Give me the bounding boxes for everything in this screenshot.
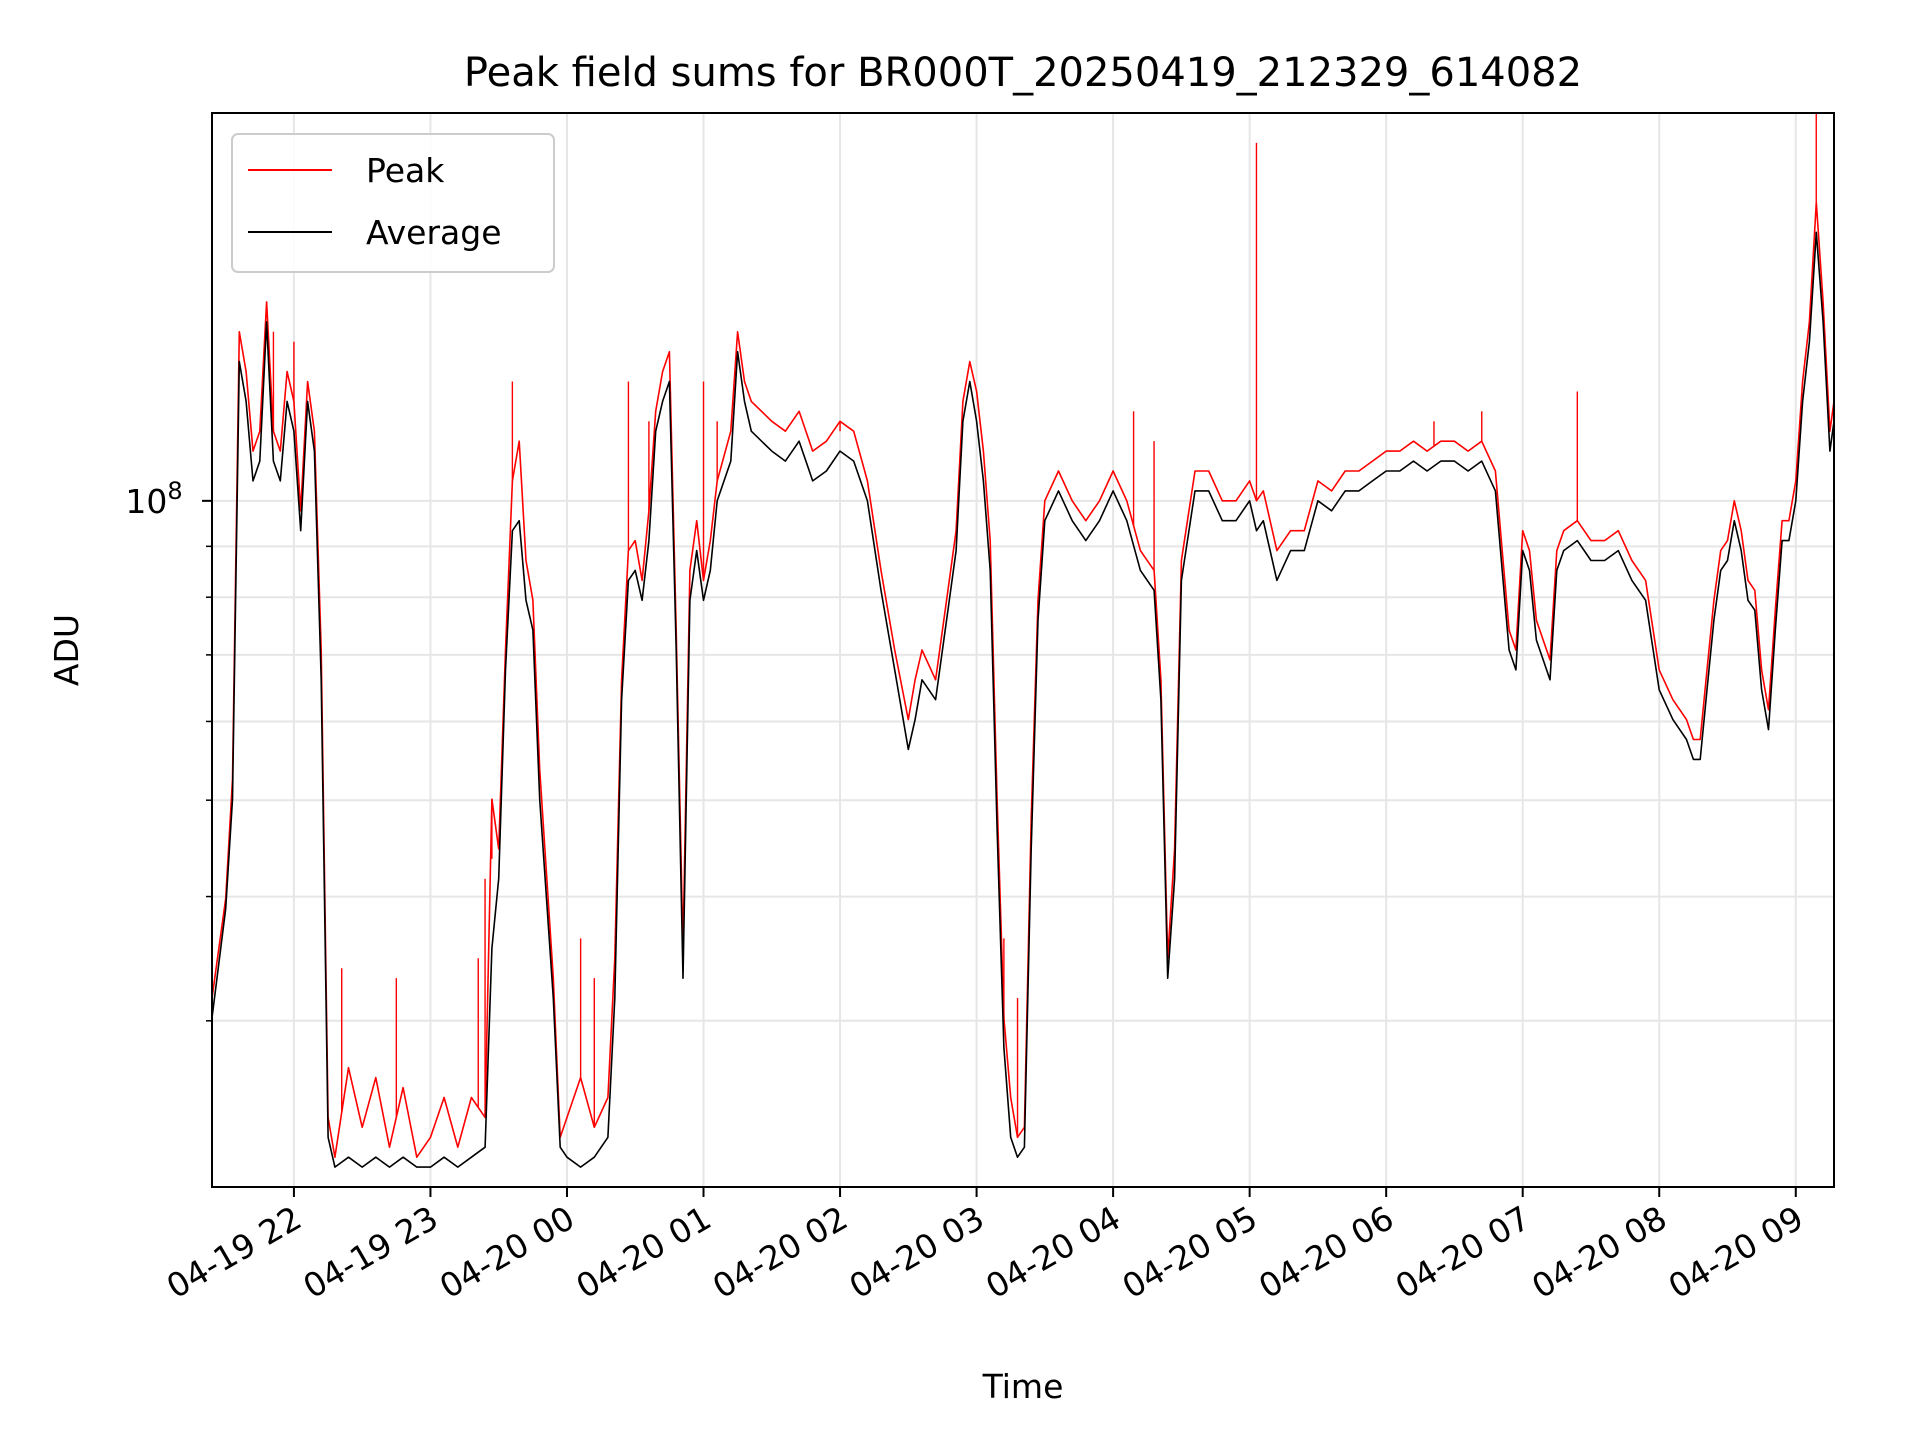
- y-axis-label: ADU: [47, 614, 86, 686]
- series-line-average: [211, 231, 1835, 1168]
- series-lines: [211, 113, 1835, 1168]
- chart-title: Peak field sums for BR000T_20250419_2123…: [464, 50, 1582, 96]
- legend-peak-label: Peak: [366, 151, 445, 190]
- plot-frame: [211, 112, 1835, 1188]
- legend-average-label: Average: [366, 213, 502, 252]
- grid: [212, 113, 1834, 1187]
- legend-box: [231, 133, 555, 273]
- x-axis-label: Time: [982, 1367, 1064, 1406]
- legend: Peak Average: [231, 133, 555, 273]
